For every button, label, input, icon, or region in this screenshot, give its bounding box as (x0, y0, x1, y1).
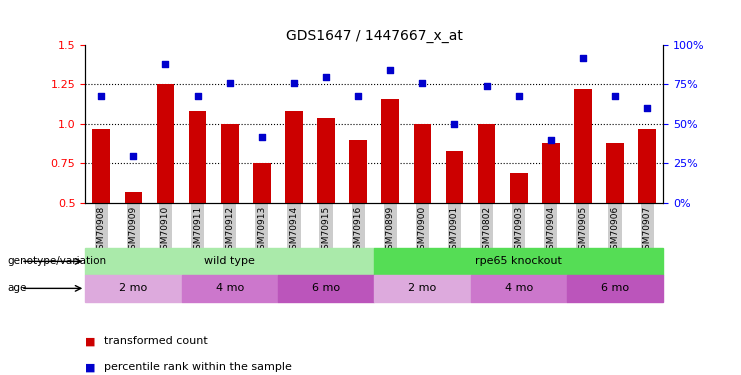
Bar (478, 124, 496, 203)
Bar (93, 129, 110, 203)
Point (127, 153, 139, 159)
Point (288, 80, 300, 86)
Bar (278, 275, 374, 302)
Bar (349, 140, 367, 203)
Text: 6 mo: 6 mo (312, 284, 340, 293)
Point (577, 55, 589, 61)
Bar (638, 129, 656, 203)
Bar (253, 164, 270, 203)
Bar (156, 84, 174, 203)
Text: 2 mo: 2 mo (119, 284, 147, 293)
Bar (445, 151, 463, 203)
Text: ■: ■ (85, 336, 96, 346)
Title: GDS1647 / 1447667_x_at: GDS1647 / 1447667_x_at (286, 28, 462, 43)
Bar (182, 275, 278, 302)
Bar (285, 111, 303, 203)
Point (385, 67, 396, 73)
Bar (374, 248, 663, 275)
Point (481, 83, 493, 89)
Text: ■: ■ (85, 363, 96, 372)
Point (320, 74, 332, 80)
Bar (221, 124, 239, 203)
Text: 6 mo: 6 mo (601, 284, 629, 293)
Bar (567, 275, 663, 302)
Bar (374, 275, 471, 302)
Point (192, 93, 204, 99)
Bar (510, 173, 528, 203)
Point (545, 137, 556, 143)
Point (352, 93, 364, 99)
Point (256, 134, 268, 140)
Text: 4 mo: 4 mo (216, 284, 244, 293)
Point (159, 61, 171, 67)
Point (224, 80, 236, 86)
Text: percentile rank within the sample: percentile rank within the sample (104, 363, 292, 372)
Bar (471, 275, 567, 302)
Point (96, 93, 107, 99)
Text: age: age (7, 284, 27, 293)
Point (641, 105, 653, 111)
Text: genotype/variation: genotype/variation (7, 256, 107, 266)
Bar (189, 111, 207, 203)
Point (609, 93, 621, 99)
Bar (413, 124, 431, 203)
Point (416, 80, 428, 86)
Point (513, 93, 525, 99)
Text: 2 mo: 2 mo (408, 284, 436, 293)
Text: transformed count: transformed count (104, 336, 207, 346)
Bar (317, 118, 335, 203)
Bar (382, 99, 399, 203)
Text: rpe65 knockout: rpe65 knockout (475, 256, 562, 266)
Bar (606, 143, 624, 203)
Bar (574, 89, 592, 203)
Text: wild type: wild type (205, 256, 255, 266)
Bar (124, 192, 142, 203)
Point (448, 121, 460, 127)
Bar (542, 143, 559, 203)
Bar (85, 275, 182, 302)
Text: 4 mo: 4 mo (505, 284, 533, 293)
Bar (85, 248, 374, 275)
